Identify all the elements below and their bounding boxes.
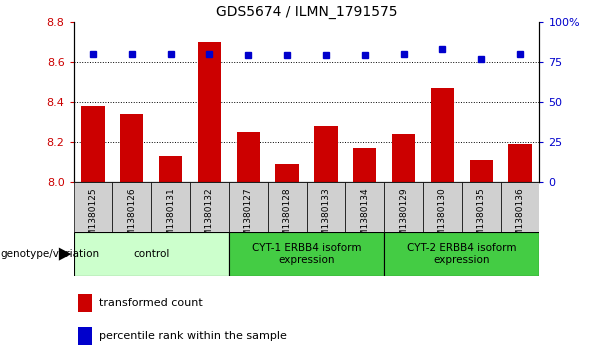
Bar [470, 160, 493, 182]
Bar [120, 114, 143, 182]
Bar [501, 182, 539, 232]
Text: percentile rank within the sample: percentile rank within the sample [99, 331, 287, 341]
Text: GSM1380126: GSM1380126 [128, 188, 136, 248]
Bar [229, 232, 384, 276]
Text: transformed count: transformed count [99, 298, 203, 309]
Bar [314, 126, 338, 182]
Bar [198, 42, 221, 182]
Bar [384, 182, 423, 232]
Bar [78, 294, 92, 312]
Text: GSM1380129: GSM1380129 [399, 188, 408, 248]
Bar [306, 182, 345, 232]
Text: genotype/variation: genotype/variation [0, 249, 99, 259]
Bar [74, 232, 229, 276]
Polygon shape [59, 248, 71, 261]
Text: control: control [133, 249, 169, 259]
Bar [159, 155, 182, 182]
Text: GSM1380125: GSM1380125 [88, 188, 97, 248]
Bar [431, 87, 454, 182]
Bar [508, 144, 531, 182]
Text: GSM1380130: GSM1380130 [438, 188, 447, 248]
Bar [237, 132, 260, 182]
Bar [353, 148, 376, 182]
Text: CYT-2 ERBB4 isoform
expression: CYT-2 ERBB4 isoform expression [407, 243, 517, 265]
Bar [268, 182, 306, 232]
Text: GSM1380128: GSM1380128 [283, 188, 292, 248]
Text: GSM1380132: GSM1380132 [205, 188, 214, 248]
Bar [190, 182, 229, 232]
Bar [345, 182, 384, 232]
Bar [74, 182, 112, 232]
Bar [229, 182, 268, 232]
Bar [78, 327, 92, 345]
Text: GSM1380136: GSM1380136 [516, 188, 525, 248]
Bar [275, 164, 299, 182]
Bar [392, 134, 415, 182]
Bar [423, 182, 462, 232]
Text: GSM1380135: GSM1380135 [477, 188, 485, 248]
Text: GSM1380133: GSM1380133 [321, 188, 330, 248]
Bar [462, 182, 501, 232]
Text: GSM1380134: GSM1380134 [360, 188, 369, 248]
Text: CYT-1 ERBB4 isoform
expression: CYT-1 ERBB4 isoform expression [252, 243, 361, 265]
Text: GSM1380127: GSM1380127 [244, 188, 253, 248]
Title: GDS5674 / ILMN_1791575: GDS5674 / ILMN_1791575 [216, 5, 397, 19]
Bar [112, 182, 151, 232]
Text: GSM1380131: GSM1380131 [166, 188, 175, 248]
Bar [384, 232, 539, 276]
Bar [151, 182, 190, 232]
Bar [82, 106, 105, 182]
